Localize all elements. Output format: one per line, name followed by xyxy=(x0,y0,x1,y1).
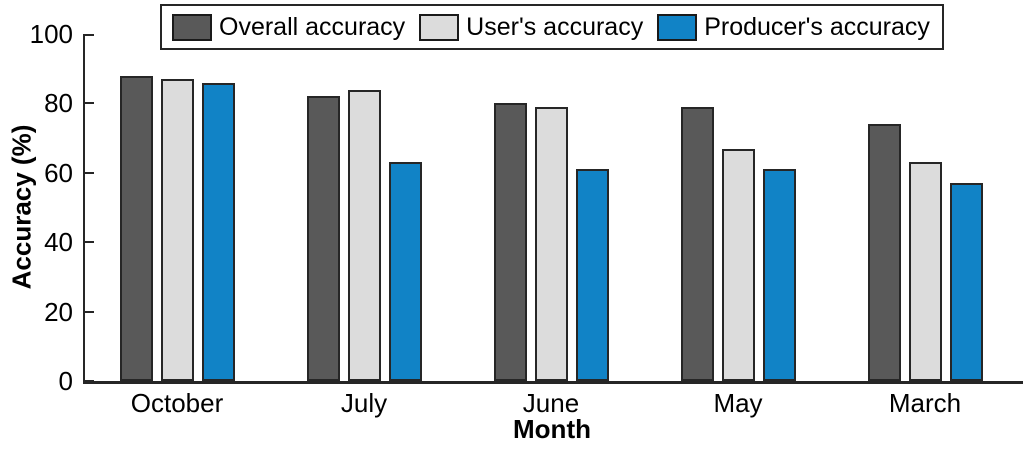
bar-october-user-s-accuracy xyxy=(161,79,194,381)
y-tick-label-100: 100 xyxy=(29,19,73,49)
legend-label-user-s-accuracy: User's accuracy xyxy=(466,12,644,41)
bar-october-producer-s-accuracy xyxy=(202,83,235,381)
x-axis-title: Month xyxy=(513,414,591,444)
y-tick-0 xyxy=(85,380,94,382)
bar-march-producer-s-accuracy xyxy=(950,183,983,381)
legend-item-producer-s-accuracy: Producer's accuracy xyxy=(657,12,932,41)
y-tick-80 xyxy=(85,102,94,105)
bar-june-user-s-accuracy xyxy=(535,107,568,381)
bar-july-overall-accuracy xyxy=(307,96,340,381)
legend-label-overall-accuracy: Overall accuracy xyxy=(219,12,406,41)
y-tick-100 xyxy=(85,34,94,36)
y-tick-label-40: 40 xyxy=(44,227,73,258)
legend-item-user-s-accuracy: User's accuracy xyxy=(419,12,657,41)
x-tick-label-march: March xyxy=(888,388,962,418)
plot-area: 0 20 40 60 80 100 October July June May March xyxy=(30,21,1023,417)
y-tick-label-0: 0 xyxy=(58,366,73,396)
bar-march-user-s-accuracy xyxy=(909,162,942,381)
bar-march-overall-accuracy xyxy=(868,124,901,381)
y-axis-title: Accuracy (%) xyxy=(6,124,37,290)
bar-may-user-s-accuracy xyxy=(722,149,755,381)
bar-june-producer-s-accuracy xyxy=(576,169,609,381)
chart-legend: Overall accuracy User's accuracy Producer'… xyxy=(160,4,944,50)
bar-july-user-s-accuracy xyxy=(348,90,381,381)
y-tick-label-20: 20 xyxy=(44,296,73,327)
bar-july-producer-s-accuracy xyxy=(389,162,422,381)
legend-item-overall-accuracy: Overall accuracy xyxy=(172,12,419,41)
x-tick-label-october: October xyxy=(130,388,224,418)
y-tick-label-60: 60 xyxy=(44,157,73,188)
y-tick-60 xyxy=(85,171,94,174)
x-tick-label-june: June xyxy=(522,388,580,418)
y-tick-20 xyxy=(85,310,94,313)
x-tick-label-may: May xyxy=(713,388,763,418)
legend-label-producer-s-accuracy: Producer's accuracy xyxy=(704,12,930,41)
bar-october-overall-accuracy xyxy=(120,76,153,381)
y-tick-label-80: 80 xyxy=(44,88,73,119)
legend-swatch-overall-accuracy xyxy=(172,13,212,41)
bar-may-overall-accuracy xyxy=(681,107,714,381)
y-tick-40 xyxy=(85,241,94,244)
x-tick-label-july: July xyxy=(340,388,388,418)
bar-june-overall-accuracy xyxy=(494,103,527,381)
bar-may-producer-s-accuracy xyxy=(763,169,796,381)
legend-swatch-producer-s-accuracy xyxy=(657,13,698,41)
legend-swatch-user-s-accuracy xyxy=(419,13,460,41)
